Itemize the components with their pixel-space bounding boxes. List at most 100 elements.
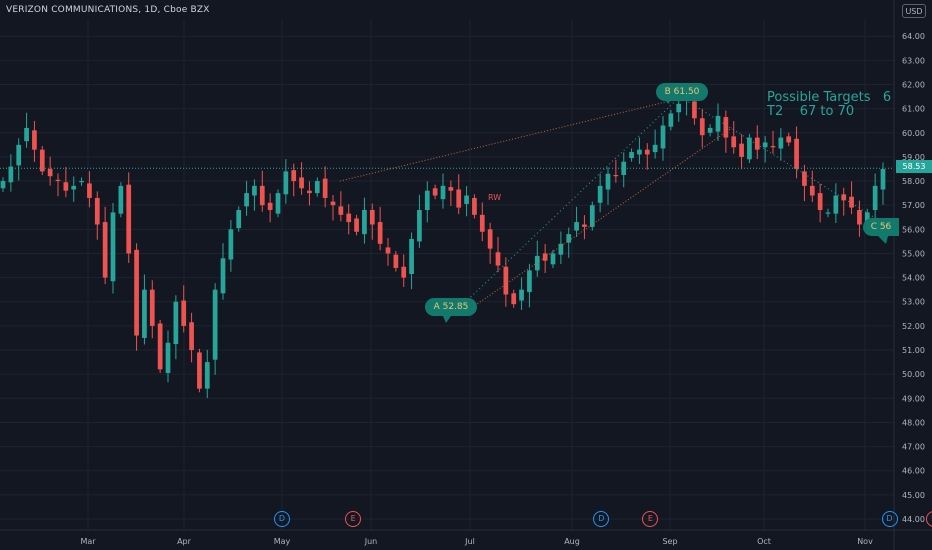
candle-body [212, 289, 218, 360]
candle-body [252, 185, 257, 196]
y-tick-label: 62.00 [902, 80, 925, 89]
y-tick-label: 52.00 [902, 322, 925, 331]
candle-body [197, 352, 202, 389]
candle-body [126, 184, 132, 254]
candle-body [314, 181, 320, 194]
candle-body [102, 222, 108, 278]
candle-body [220, 258, 226, 294]
y-tick-label: 50.00 [902, 370, 925, 379]
x-tick-label: Jul [464, 537, 475, 546]
candle-body [79, 181, 84, 183]
y-tick-label: 45.00 [902, 491, 925, 500]
x-tick-label: May [274, 537, 291, 546]
candle-body [134, 249, 139, 336]
candle-body [739, 143, 744, 157]
dividend-event-marker[interactable]: D [274, 511, 290, 527]
y-tick-label: 55.00 [902, 249, 925, 258]
candle-body [809, 185, 815, 196]
candle-body [676, 103, 682, 113]
point-c-tail [878, 236, 888, 244]
currency-button[interactable]: USD [902, 4, 926, 18]
candle-body [94, 197, 100, 225]
candle-body [87, 183, 92, 198]
candle-body [692, 101, 697, 119]
candle-body [165, 342, 171, 373]
point-c-bubble[interactable]: C 56 [863, 218, 899, 236]
y-tick-label: 44.00 [902, 515, 925, 524]
candle-body [236, 210, 242, 229]
candle-body [259, 185, 265, 206]
x-tick-label: Mar [80, 537, 96, 546]
y-tick-label: 49.00 [902, 394, 925, 403]
candle-body [71, 185, 77, 190]
candle-body [589, 205, 595, 227]
candle-body [228, 229, 234, 260]
candle-body [283, 171, 289, 195]
candle-body [778, 137, 784, 149]
candle-body [754, 137, 760, 150]
candle-body [637, 149, 642, 155]
point-b-bubble[interactable]: B 61.50 [656, 83, 708, 101]
candle-body [715, 115, 721, 132]
x-tick-label: Aug [564, 537, 580, 546]
candle-body [762, 142, 768, 148]
targets-line-1: Possible Targets 6 [767, 90, 892, 105]
candle-body [409, 238, 414, 274]
earnings-event-marker[interactable]: E [345, 511, 362, 527]
x-tick-label: Nov [857, 537, 873, 546]
candle-body [291, 170, 297, 182]
lower-trendline [469, 127, 733, 310]
y-tick-label: 58.00 [902, 177, 925, 186]
candle-body [786, 136, 792, 143]
candle-body [424, 190, 430, 211]
candle-body [149, 289, 155, 326]
candle-body [173, 301, 179, 344]
y-tick-label: 51.00 [902, 346, 925, 355]
candle-body [299, 177, 304, 189]
targets-annotation: Possible Targets 6 T2 67 to 70 [767, 91, 891, 119]
candle-body [464, 195, 469, 204]
candle-body [393, 254, 399, 268]
x-tick-label: Sep [662, 537, 677, 546]
candle-body [0, 181, 6, 189]
y-tick-label: 57.00 [902, 201, 925, 210]
earnings-event-marker[interactable]: E [642, 511, 659, 527]
dividend-event-marker[interactable]: D [593, 511, 610, 527]
abc-path [461, 95, 879, 306]
candle-body [582, 224, 587, 227]
candle-body [204, 362, 210, 389]
y-tick-label: 54.00 [902, 274, 925, 283]
dividend-event-marker[interactable]: D [881, 511, 898, 527]
candle-body [330, 201, 336, 206]
candle-body [621, 161, 627, 176]
y-tick-label: 61.00 [902, 105, 925, 114]
candle-body [605, 173, 611, 190]
candle-body [849, 196, 854, 208]
y-tick-label: 60.00 [902, 129, 925, 138]
candle-body [479, 214, 485, 232]
candle-body [660, 125, 666, 149]
candle-body [417, 210, 422, 242]
candle-body [723, 117, 729, 138]
candle-body [307, 190, 312, 194]
candle-body [456, 189, 462, 208]
point-a-bubble[interactable]: A 52.85 [425, 298, 477, 316]
candle-body [833, 195, 839, 214]
y-tick-label: 53.00 [902, 298, 925, 307]
candle-body [731, 136, 737, 148]
candle-body [401, 266, 407, 278]
y-tick-label: 47.00 [902, 443, 925, 452]
candle-body [440, 185, 446, 200]
y-tick-label: 63.00 [902, 56, 925, 65]
candle-body [487, 229, 493, 249]
candle-body [841, 194, 847, 201]
candle-body [770, 146, 776, 148]
y-tick-label: 46.00 [902, 467, 925, 476]
candle-body [519, 289, 524, 301]
candle-body [63, 182, 69, 191]
candle-body [369, 210, 375, 225]
upper-trendline [339, 100, 669, 182]
candle-body [432, 188, 438, 196]
candle-body [857, 210, 862, 225]
